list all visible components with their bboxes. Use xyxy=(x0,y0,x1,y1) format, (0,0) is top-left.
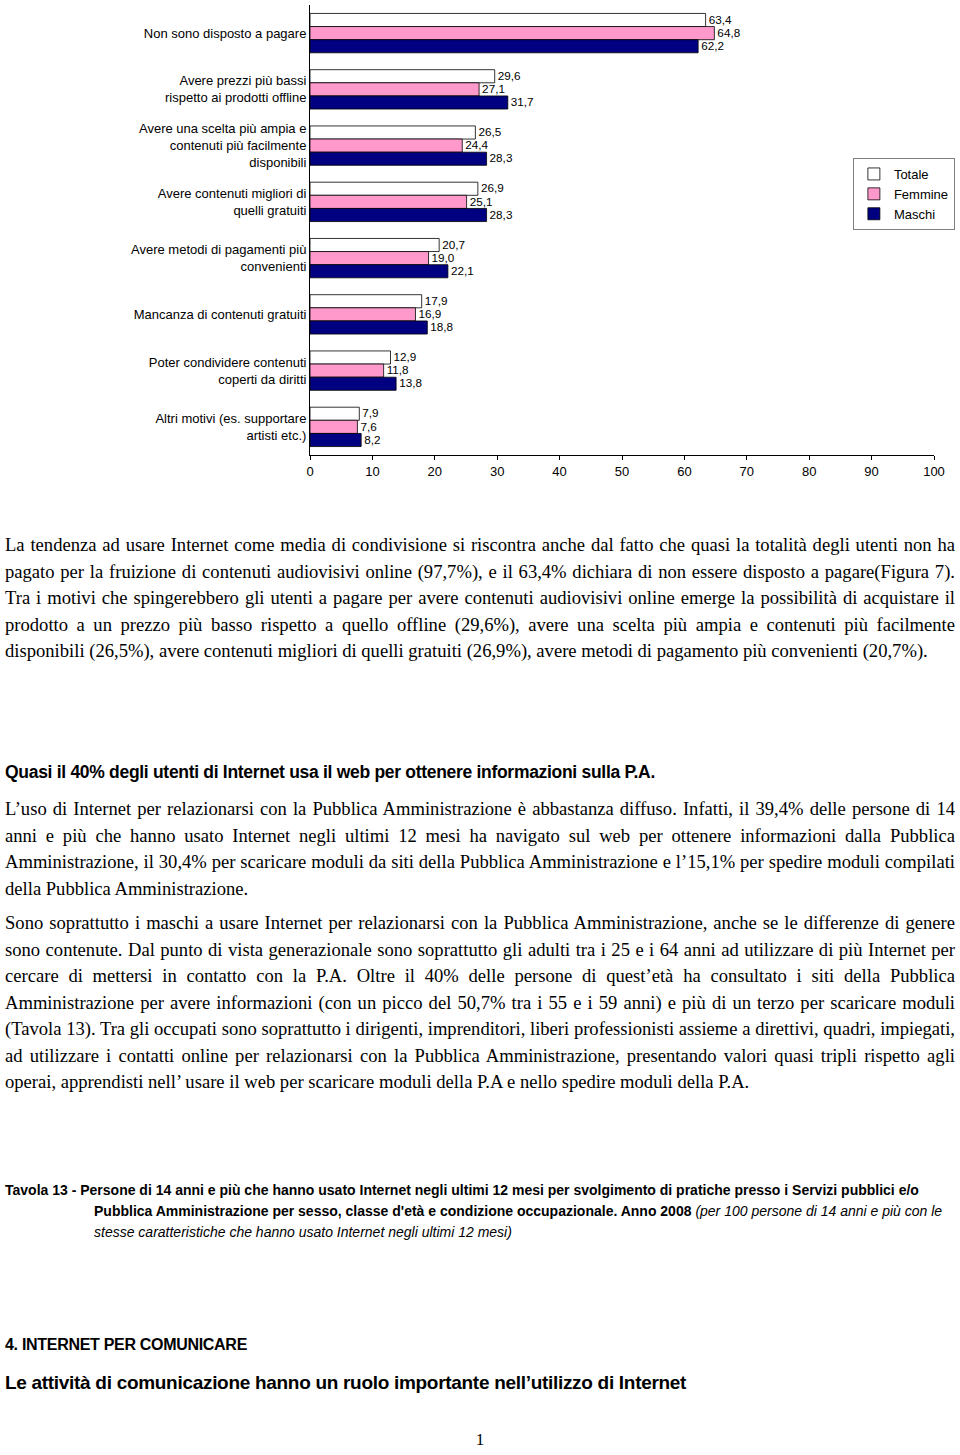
html-text:4. INTERNET PER COMUNICARE: 4. INTERNET PER COMUNICARE xyxy=(5,1336,247,1353)
html-text:L’uso di Internet per relazion: L’uso di Internet per relazionarsi con l… xyxy=(5,798,955,899)
svg-text:Avere una scelta più ampia eco: Avere una scelta più ampia econtenuti pi… xyxy=(139,121,307,170)
svg-text:8,2: 8,2 xyxy=(364,433,380,446)
svg-text:20,7: 20,7 xyxy=(442,238,465,251)
html-text:Le attività di comunicazione h: Le attività di comunicazione hanno un ru… xyxy=(5,1372,687,1393)
svg-text:13,8: 13,8 xyxy=(399,376,422,389)
svg-text:90: 90 xyxy=(864,464,878,479)
svg-text:Non sono disposto a pagare: Non sono disposto a pagare xyxy=(144,26,307,41)
svg-text:Avere metodi di pagamenti piùc: Avere metodi di pagamenti piùconvenienti xyxy=(131,242,306,274)
svg-text:24,4: 24,4 xyxy=(465,138,488,151)
svg-text:Altri motivi (es. supportarear: Altri motivi (es. supportareartisti etc.… xyxy=(155,411,306,443)
svg-text:20: 20 xyxy=(428,464,442,479)
svg-text:31,7: 31,7 xyxy=(511,95,534,108)
svg-text:22,1: 22,1 xyxy=(451,264,474,277)
svg-text:70: 70 xyxy=(740,464,754,479)
svg-text:19,0: 19,0 xyxy=(432,251,455,264)
svg-text:60: 60 xyxy=(677,464,691,479)
svg-text:28,3: 28,3 xyxy=(490,208,513,221)
svg-text:Maschi: Maschi xyxy=(894,207,935,222)
svg-text:100: 100 xyxy=(923,464,945,479)
svg-text:64,8: 64,8 xyxy=(717,26,740,39)
svg-text:10: 10 xyxy=(365,464,379,479)
svg-text:26,5: 26,5 xyxy=(478,125,501,138)
html-text:1: 1 xyxy=(475,1430,485,1449)
html-text:La tendenza ad usare Internet: La tendenza ad usare Internet come media… xyxy=(5,534,955,661)
svg-text:Avere prezzi più bassirispetto: Avere prezzi più bassirispetto ai prodot… xyxy=(165,73,307,105)
svg-text:Poter condividere contenuticop: Poter condividere contenuticoperti da di… xyxy=(149,355,307,387)
svg-text:28,3: 28,3 xyxy=(490,151,513,164)
svg-text:17,9: 17,9 xyxy=(425,294,448,307)
svg-text:25,1: 25,1 xyxy=(470,195,493,208)
svg-text:50: 50 xyxy=(615,464,629,479)
svg-text:18,8: 18,8 xyxy=(430,320,453,333)
svg-text:30: 30 xyxy=(490,464,504,479)
svg-text:Totale: Totale xyxy=(894,167,929,182)
svg-text:Mancanza di contenuti gratuiti: Mancanza di contenuti gratuiti xyxy=(134,307,307,322)
html-text:Tavola 13 - Persone di 14 anni: Tavola 13 - Persone di 14 anni e più che… xyxy=(5,1182,943,1240)
svg-text:62,2: 62,2 xyxy=(701,39,724,52)
svg-text:29,6: 29,6 xyxy=(498,69,521,82)
svg-text:Avere contenuti migliori dique: Avere contenuti migliori diquelli gratui… xyxy=(158,186,307,218)
svg-text:Femmine: Femmine xyxy=(894,187,948,202)
svg-text:26,9: 26,9 xyxy=(481,181,504,194)
svg-text:12,9: 12,9 xyxy=(394,350,417,363)
svg-text:11,8: 11,8 xyxy=(387,363,409,376)
svg-text:16,9: 16,9 xyxy=(418,307,441,320)
html-text:Sono soprattutto i maschi a us: Sono soprattutto i maschi a usare Intern… xyxy=(5,912,955,1092)
svg-text:0: 0 xyxy=(306,464,313,479)
svg-text:7,9: 7,9 xyxy=(362,406,378,419)
svg-text:63,4: 63,4 xyxy=(709,13,732,26)
svg-text:7,6: 7,6 xyxy=(360,420,376,433)
svg-text:80: 80 xyxy=(802,464,816,479)
svg-text:27,1: 27,1 xyxy=(482,82,505,95)
svg-text:40: 40 xyxy=(552,464,566,479)
html-text:Quasi il 40% degli utenti di I: Quasi il 40% degli utenti di Internet us… xyxy=(5,762,655,782)
